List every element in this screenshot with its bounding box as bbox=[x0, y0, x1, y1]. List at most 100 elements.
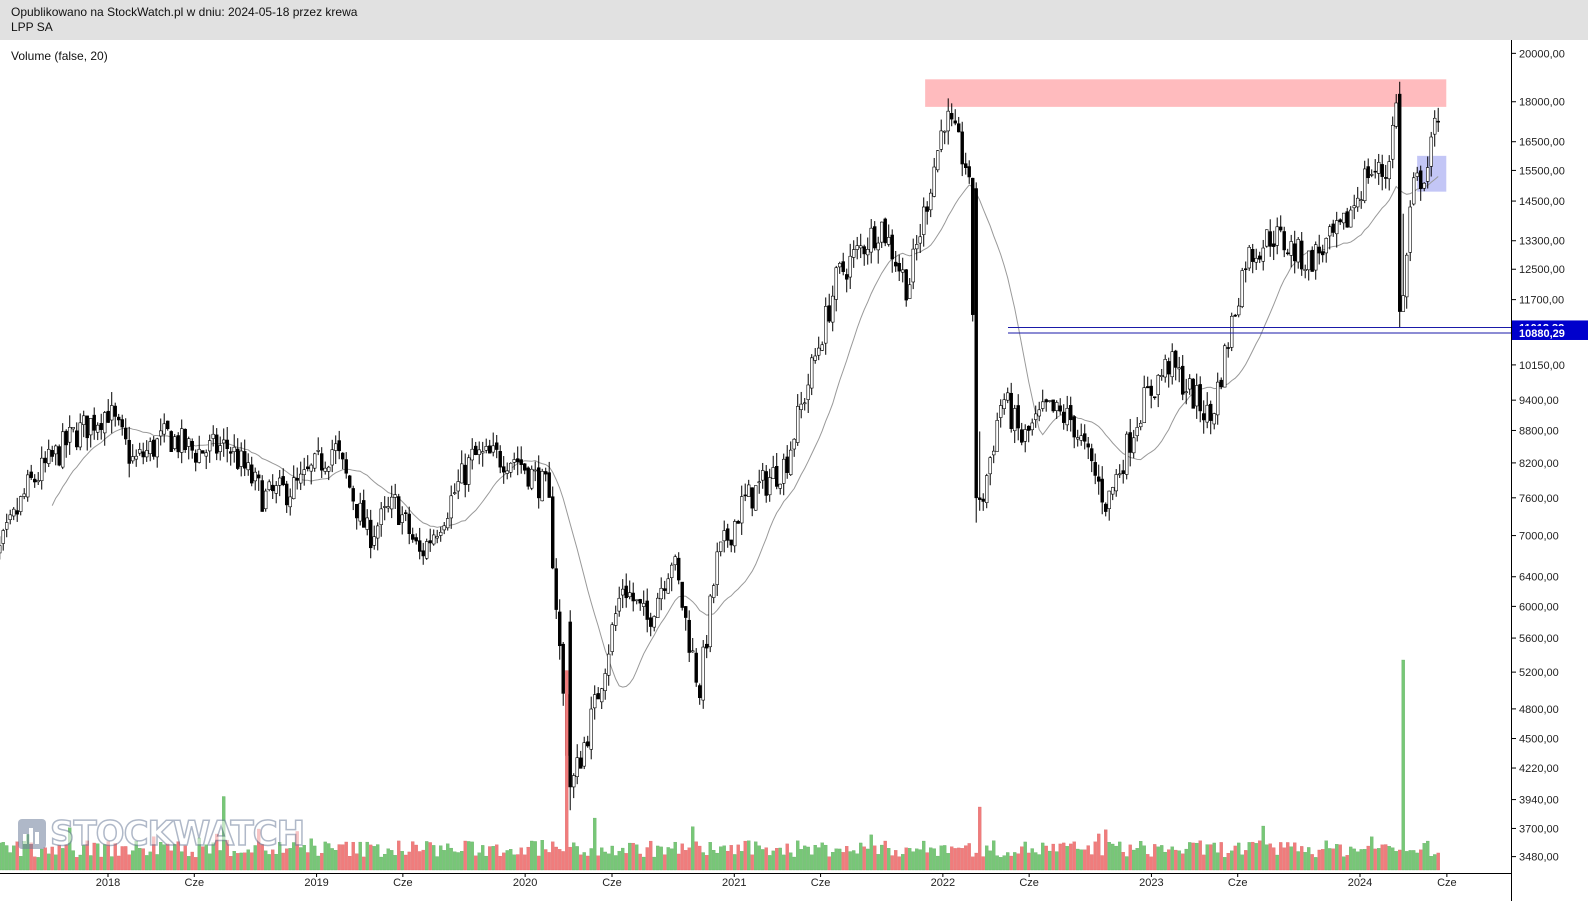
candle-down bbox=[488, 445, 492, 454]
candle-down bbox=[586, 741, 590, 747]
candle-up bbox=[278, 477, 282, 486]
volume-bar bbox=[495, 844, 499, 871]
y-tick-label: 8200,00 bbox=[1519, 458, 1559, 470]
volume-bar bbox=[901, 854, 905, 871]
volume-bar bbox=[645, 847, 649, 871]
volume-bar bbox=[1286, 842, 1290, 871]
candle-up bbox=[813, 355, 817, 361]
volume-bar bbox=[908, 848, 912, 871]
candle-up bbox=[1289, 241, 1293, 256]
volume-bar bbox=[1153, 844, 1157, 871]
volume-bar bbox=[1359, 849, 1363, 871]
volume-bar bbox=[145, 855, 149, 871]
candle-up bbox=[456, 481, 460, 492]
volume-bar bbox=[775, 848, 779, 871]
candle-down bbox=[1093, 462, 1097, 476]
candle-up bbox=[61, 431, 65, 468]
volume-bar bbox=[1072, 841, 1076, 871]
candle-up bbox=[908, 284, 912, 299]
candle-up bbox=[365, 517, 369, 530]
volume-bar bbox=[341, 844, 345, 871]
candle-up bbox=[40, 457, 44, 482]
y-tick-label: 5200,00 bbox=[1519, 667, 1559, 679]
candle-up bbox=[1065, 407, 1069, 426]
volume-bar bbox=[845, 846, 849, 871]
volume-bar bbox=[792, 856, 796, 871]
volume-bar bbox=[446, 843, 450, 871]
candle-up bbox=[246, 462, 250, 471]
candle-up bbox=[995, 420, 999, 452]
volume-bar bbox=[474, 855, 478, 871]
volume-bar bbox=[537, 855, 541, 871]
candle-up bbox=[796, 406, 800, 443]
volume-bar bbox=[656, 845, 660, 871]
candle-up bbox=[866, 249, 870, 256]
candle-up bbox=[1377, 162, 1381, 174]
volume-bar bbox=[75, 857, 79, 871]
volume-bar bbox=[57, 845, 61, 871]
candle-down bbox=[554, 568, 558, 610]
volume-bar bbox=[701, 852, 705, 871]
candle-up bbox=[1195, 385, 1199, 407]
volume-bar bbox=[827, 856, 831, 871]
volume-bar bbox=[705, 855, 709, 871]
resistance-zone bbox=[925, 79, 1447, 107]
candle-down bbox=[596, 693, 600, 700]
candle-up bbox=[505, 470, 509, 474]
volume-bar bbox=[1041, 842, 1045, 871]
volume-bar bbox=[1114, 845, 1118, 871]
volume-bar bbox=[243, 852, 247, 871]
volume-bar bbox=[344, 841, 348, 871]
candle-up bbox=[68, 427, 72, 443]
volume-bar bbox=[1216, 852, 1220, 871]
y-tick-label: 4220,00 bbox=[1519, 763, 1559, 775]
volume-bar bbox=[516, 854, 520, 871]
candle-down bbox=[183, 428, 187, 451]
candle-down bbox=[1244, 268, 1248, 271]
candle-up bbox=[204, 452, 208, 457]
candle-down bbox=[677, 557, 681, 581]
candle-down bbox=[1090, 448, 1094, 462]
volume-bar bbox=[533, 841, 537, 871]
volume-bar bbox=[505, 850, 509, 871]
candle-down bbox=[404, 512, 408, 514]
volume-bar bbox=[547, 852, 551, 871]
volume-bar bbox=[418, 851, 422, 871]
volume-bar bbox=[582, 852, 586, 871]
volume-bar bbox=[82, 845, 86, 871]
candle-down bbox=[698, 685, 702, 698]
volume-bar bbox=[985, 845, 989, 871]
volume-bar bbox=[313, 845, 317, 871]
candle-up bbox=[162, 423, 166, 435]
volume-bar bbox=[687, 847, 691, 871]
volume-bar bbox=[740, 851, 744, 871]
volume-bar bbox=[1034, 852, 1038, 871]
volume-bar bbox=[806, 846, 810, 871]
volume-bar bbox=[1237, 842, 1241, 871]
volume-bar bbox=[1048, 850, 1052, 871]
volume-bar bbox=[663, 854, 667, 871]
candle-up bbox=[208, 440, 212, 452]
volume-bar bbox=[796, 840, 800, 871]
x-tick-label: Cze bbox=[1437, 877, 1457, 889]
volume-bar bbox=[176, 841, 180, 871]
candle-down bbox=[1181, 365, 1185, 395]
volume-bar bbox=[953, 848, 957, 871]
volume-bar bbox=[246, 849, 250, 871]
candle-up bbox=[869, 227, 873, 253]
volume-bar bbox=[684, 850, 688, 871]
volume-bar bbox=[1289, 846, 1293, 871]
volume-bar bbox=[652, 856, 656, 871]
candle-up bbox=[491, 445, 495, 453]
volume-bar bbox=[411, 841, 415, 871]
volume-bar bbox=[1149, 856, 1153, 871]
candle-down bbox=[1044, 399, 1048, 403]
candle-down bbox=[890, 234, 894, 260]
candle-down bbox=[1128, 432, 1132, 453]
volume-bar bbox=[1293, 842, 1297, 871]
volume-bar bbox=[869, 834, 873, 871]
volume-bar bbox=[698, 845, 702, 871]
volume-bar bbox=[351, 842, 355, 871]
candle-up bbox=[71, 427, 75, 430]
